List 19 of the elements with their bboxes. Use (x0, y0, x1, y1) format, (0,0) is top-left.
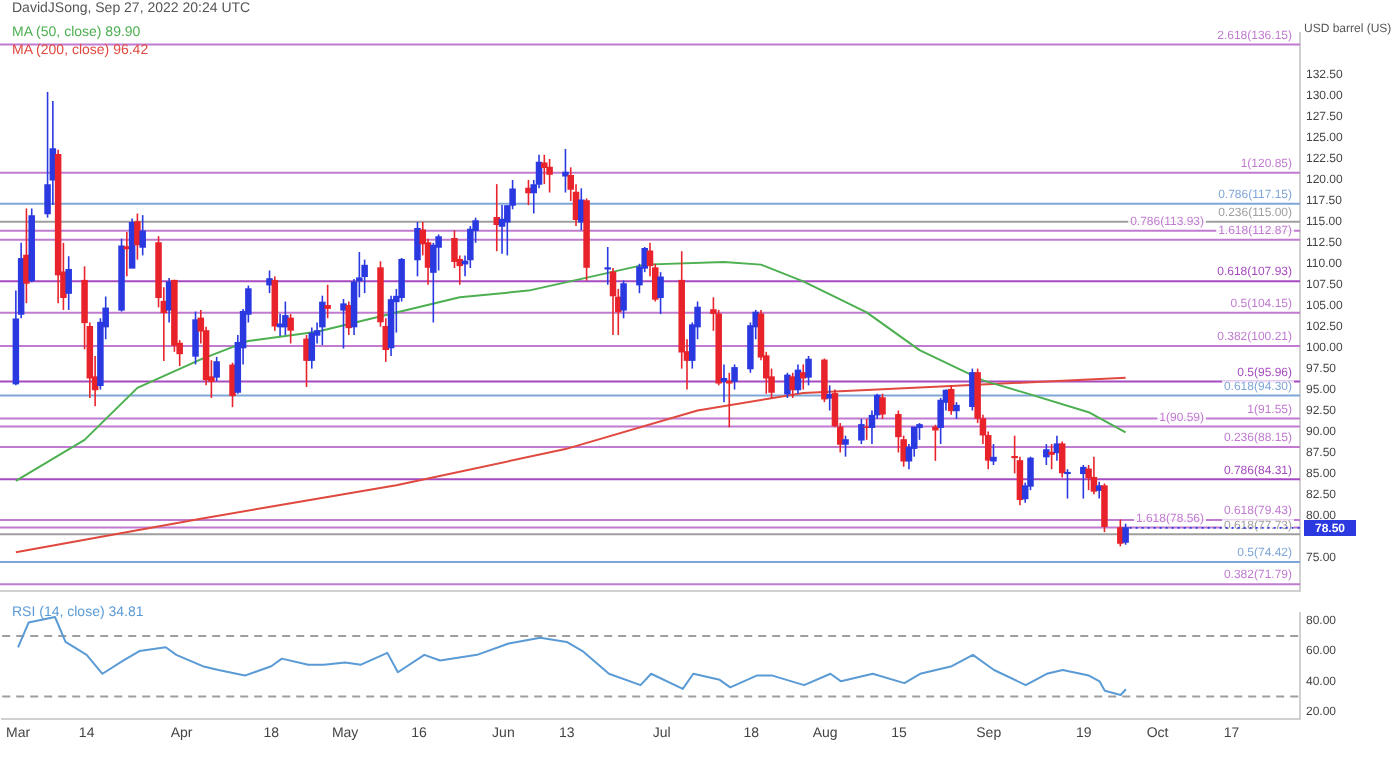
candlestick (44, 91, 51, 219)
candlestick (65, 255, 72, 311)
candlestick (805, 355, 812, 387)
candlestick (583, 197, 590, 282)
candlestick (546, 158, 553, 194)
candlestick (324, 283, 331, 320)
candlestick (842, 434, 849, 458)
candlestick (1101, 482, 1108, 533)
candlestick (361, 258, 368, 294)
candlestick (937, 397, 944, 445)
candlestick (620, 279, 627, 320)
candlestick (213, 356, 220, 382)
candlestick (139, 214, 146, 257)
candlestick (287, 313, 294, 345)
candlestick (879, 392, 886, 420)
candlestick (858, 418, 865, 445)
candlestick (118, 237, 125, 313)
candlestick (731, 363, 738, 391)
candlestick (657, 271, 664, 315)
